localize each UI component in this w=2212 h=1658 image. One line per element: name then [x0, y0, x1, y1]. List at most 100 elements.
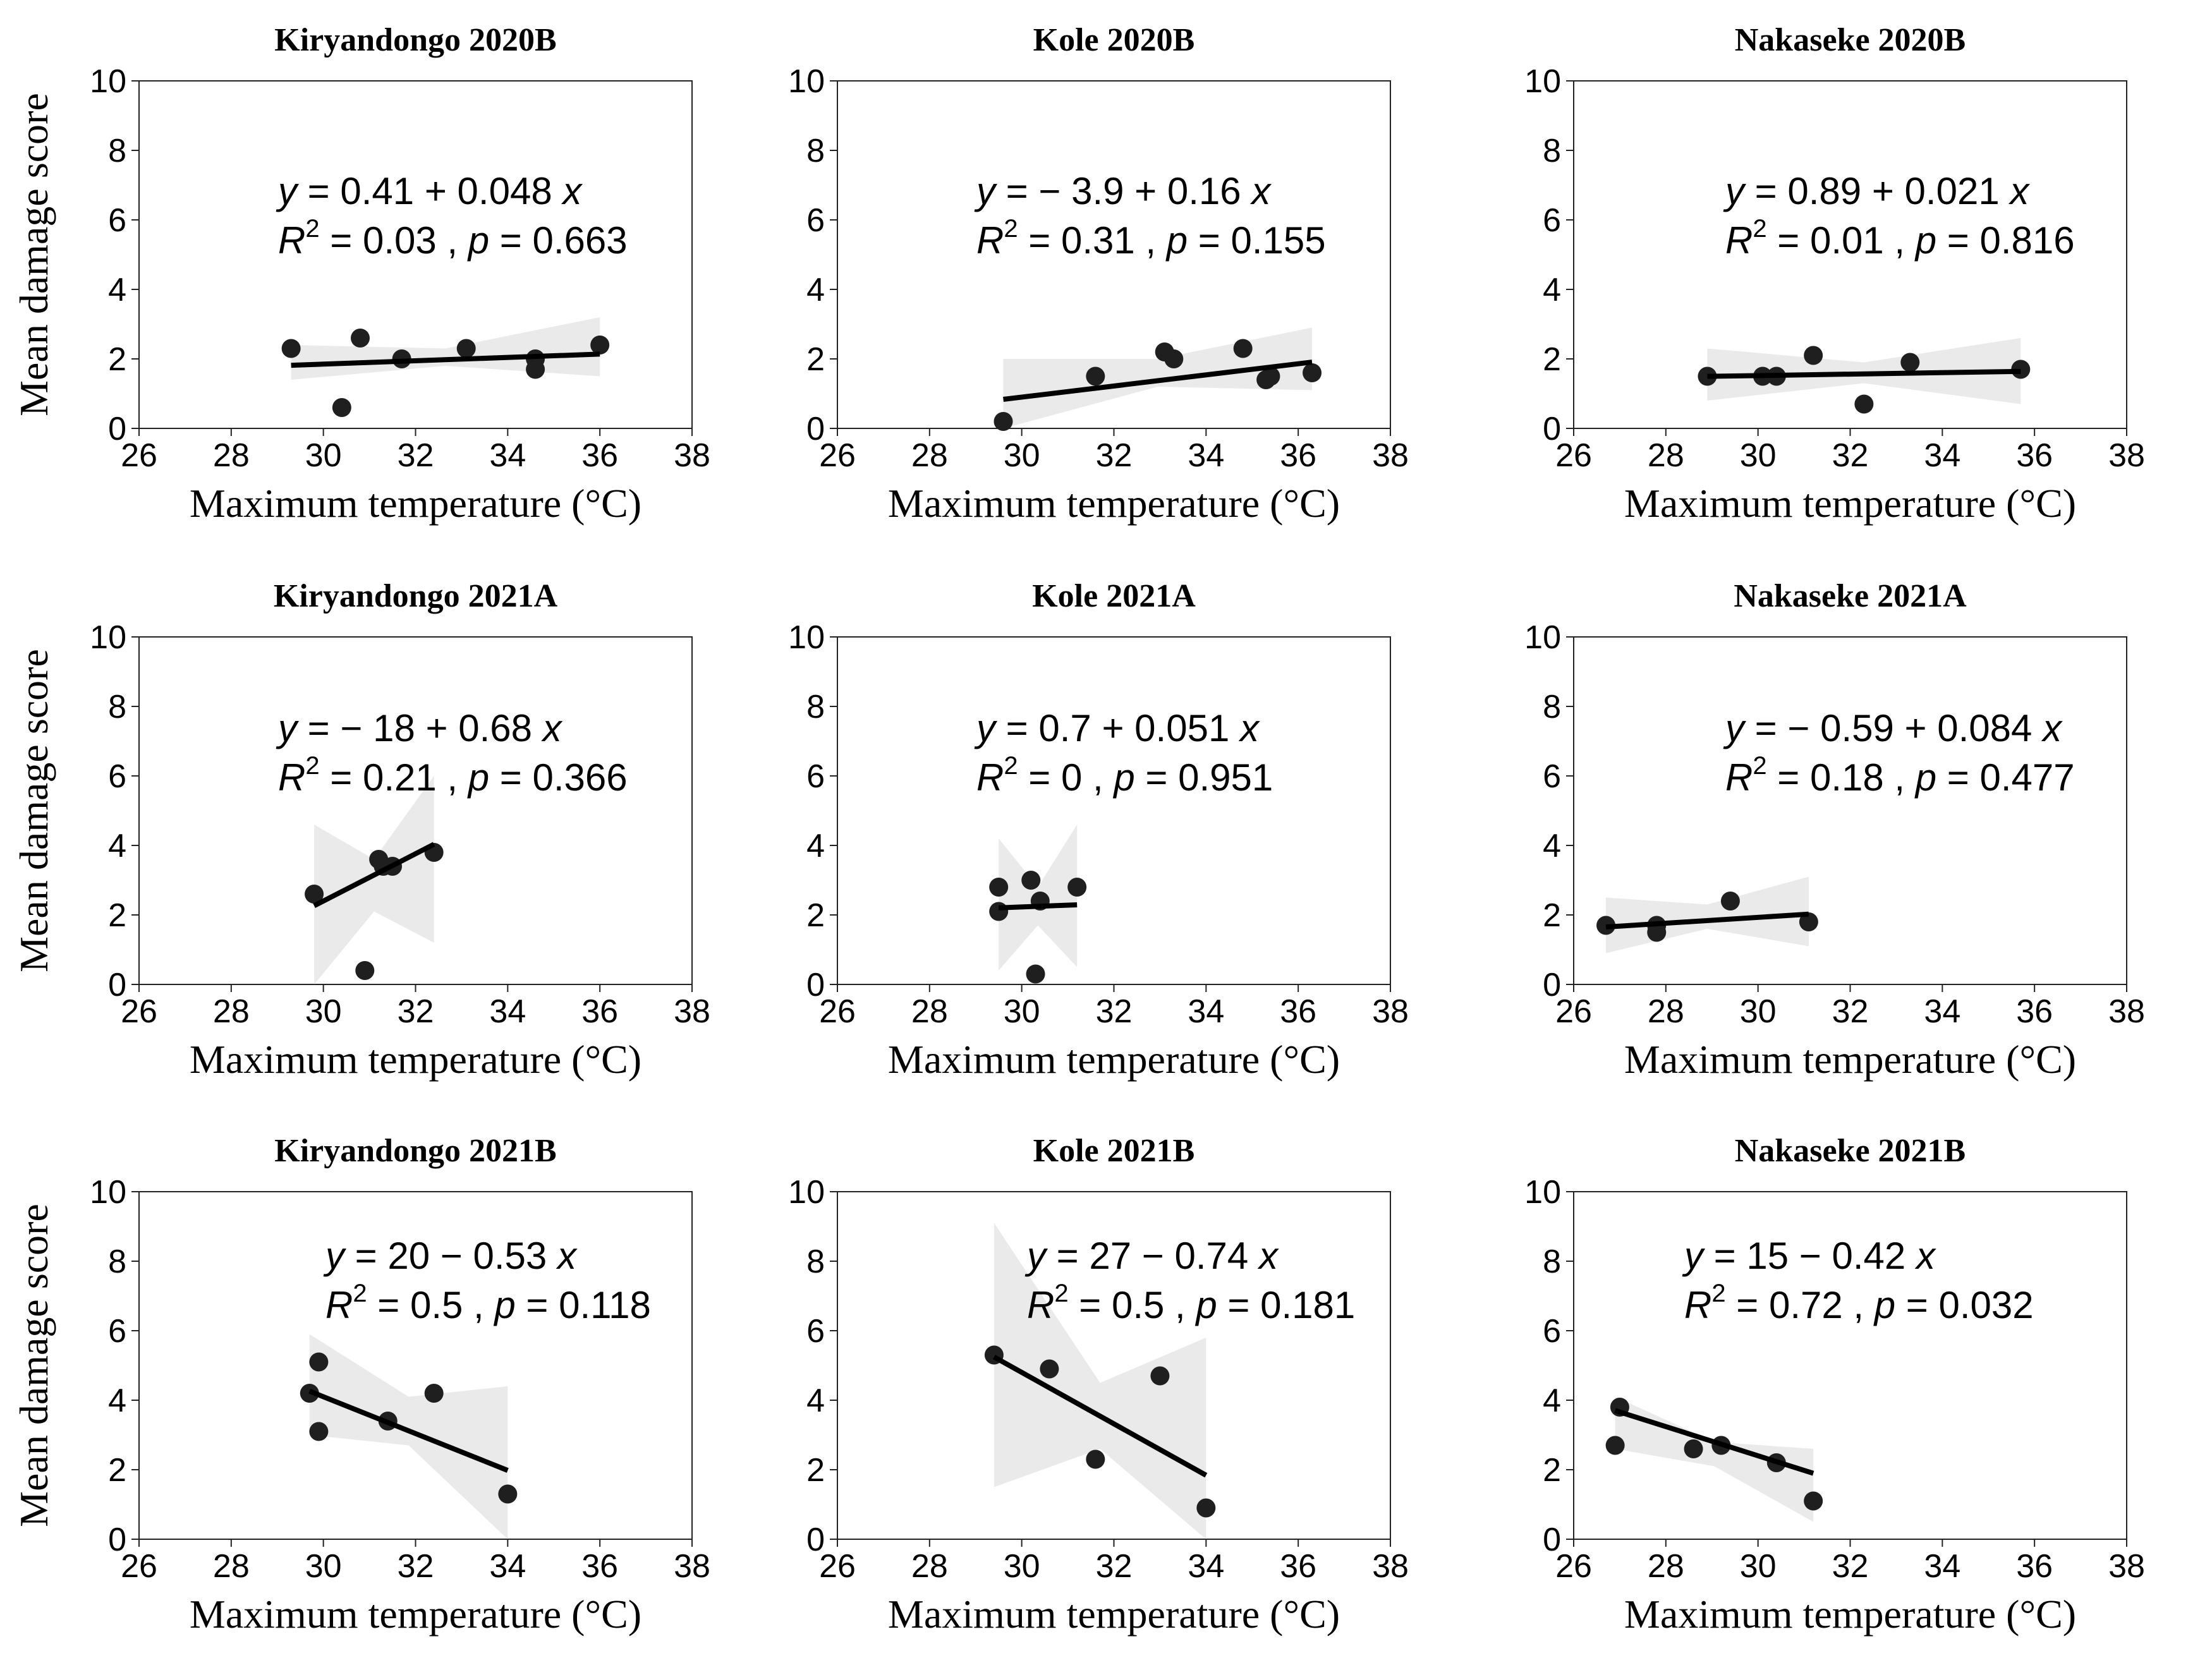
equation-part: = 0.89 + 0.021 — [1744, 170, 2010, 212]
stat-part: = 0.181 — [1217, 1284, 1356, 1326]
y-tick-label: 2 — [806, 897, 825, 934]
x-tick-label: 32 — [1096, 1548, 1133, 1585]
data-point — [1196, 1498, 1216, 1518]
data-point — [351, 329, 370, 348]
data-point — [994, 412, 1013, 431]
panel-title: Nakaseke 2020B — [1735, 22, 1966, 58]
x-tick-label: 28 — [911, 1548, 948, 1585]
regression-line — [313, 842, 435, 909]
x-tick-label: 36 — [2016, 1548, 2053, 1585]
regression-line — [1003, 360, 1313, 402]
panel-title: Kole 2021A — [1032, 578, 1196, 614]
x-tick-label: 30 — [305, 1548, 342, 1585]
regression-line — [308, 1389, 509, 1473]
x-tick-label: 32 — [1832, 993, 1869, 1030]
x-tick-label: 32 — [1832, 437, 1869, 474]
y-tick-label: 6 — [1543, 1313, 1561, 1350]
y-tick-label: 6 — [108, 202, 126, 239]
x-tick-label: 32 — [1096, 993, 1133, 1030]
y-tick-label: 8 — [806, 133, 825, 169]
data-point — [1804, 346, 1823, 365]
stat-part: = 0.72 , — [1726, 1284, 1875, 1326]
equation-part: x — [2008, 170, 2030, 212]
data-point — [424, 1384, 444, 1403]
x-tick-label: 28 — [213, 1548, 250, 1585]
regression-line — [1614, 1408, 1814, 1476]
stat-part: p — [1873, 1284, 1895, 1326]
y-tick-label: 2 — [108, 897, 126, 934]
x-tick-label: 34 — [489, 437, 526, 474]
x-tick-label: 26 — [1555, 993, 1592, 1030]
panel-4: Kiryandongo 2021A 0 2 4 6 8 10 26 28 30 32 34 36 38 Ma… — [11, 578, 710, 1082]
data-point — [498, 1484, 518, 1504]
x-tick-label: 26 — [1555, 1548, 1592, 1585]
x-tick-label: 36 — [581, 1548, 618, 1585]
y-tick-label: 10 — [788, 1174, 825, 1211]
stat-part: = 0 , — [1018, 756, 1114, 799]
x-tick-label: 36 — [2016, 437, 2053, 474]
data-point — [355, 961, 375, 980]
stat-part: = 0.5 , — [367, 1284, 495, 1326]
x-axis-label: Maximum temperature (°C) — [190, 1037, 641, 1082]
stat-part: = 0.31 , — [1018, 219, 1167, 262]
panel-1: Kiryandongo 2020B 0 2 4 6 8 10 26 28 30 32 34 36 38 Ma… — [11, 22, 710, 526]
y-tick-label: 6 — [1543, 758, 1561, 795]
equation-part: y — [1723, 170, 1747, 212]
regression-equation: y = − 3.9 + 0.16 x — [974, 170, 1272, 212]
stat-part: 2 — [1753, 752, 1766, 780]
x-tick-label: 36 — [581, 993, 618, 1030]
y-tick-label: 8 — [108, 689, 126, 725]
y-tick-label: 2 — [806, 341, 825, 378]
panel-9: Nakaseke 2021B 0 2 4 6 8 10 26 28 30 32 34 36 38 Maxim… — [1524, 1133, 2145, 1637]
x-tick-label: 34 — [1924, 437, 1960, 474]
regression-equation: y = 0.89 + 0.021 x — [1723, 170, 2030, 212]
equation-part: y — [974, 707, 998, 749]
stat-part: p — [1165, 219, 1188, 262]
y-tick-label: 4 — [1543, 1383, 1561, 1419]
data-point — [1086, 1449, 1105, 1469]
y-tick-label: 6 — [108, 758, 126, 795]
y-tick-label: 0 — [806, 411, 825, 447]
x-axis-label: Maximum temperature (°C) — [888, 1592, 1340, 1637]
y-tick-label: 0 — [806, 967, 825, 1003]
equation-part: y — [974, 170, 998, 212]
r2-p-values: R2 = 0.5 , p = 0.118 — [325, 1280, 651, 1326]
stat-part: = 0.5 , — [1069, 1284, 1196, 1326]
regression-equation: y = 27 − 0.74 x — [1024, 1235, 1279, 1277]
x-tick-label: 34 — [1188, 437, 1224, 474]
confidence-band — [994, 1223, 1206, 1539]
stat-part: p — [493, 1284, 515, 1326]
regression-line — [999, 902, 1078, 911]
r2-p-values: R2 = 0.18 , p = 0.477 — [1725, 752, 2075, 799]
panel-7: Kiryandongo 2021B 0 2 4 6 8 10 26 28 30 32 34 36 38 Ma… — [11, 1133, 710, 1637]
regression-equation: y = 20 − 0.53 x — [323, 1235, 578, 1277]
panel-8: Kole 2021B 0 2 4 6 8 10 26 28 30 32 34 36 38 Maximum t… — [788, 1133, 1409, 1637]
stat-part: = 0.01 , — [1767, 219, 1916, 262]
data-point — [1605, 1436, 1625, 1455]
data-point — [2011, 360, 2031, 379]
equation-part: y — [276, 170, 300, 212]
x-tick-label: 26 — [121, 437, 157, 474]
x-tick-label: 34 — [1924, 1548, 1960, 1585]
confidence-band — [291, 317, 600, 380]
data-point — [1067, 878, 1087, 897]
stat-part: R — [1027, 1284, 1054, 1326]
regression-equation: y = 0.41 + 0.048 x — [276, 170, 583, 212]
panel-title: Kiryandongo 2020B — [274, 22, 556, 58]
x-axis-label: Maximum temperature (°C) — [888, 481, 1340, 526]
equation-part: = − 18 + 0.68 — [297, 707, 543, 749]
panel-title: Kiryandongo 2021A — [274, 578, 558, 614]
y-tick-label: 10 — [788, 619, 825, 656]
equation-part: y — [276, 707, 300, 749]
r2-p-values: R2 = 0.03 , p = 0.663 — [278, 215, 628, 262]
panel-3: Nakaseke 2020B 0 2 4 6 8 10 26 28 30 32 34 36 38 Maxim… — [1524, 22, 2145, 526]
equation-part: y — [323, 1235, 347, 1277]
x-tick-label: 28 — [1648, 993, 1684, 1030]
y-tick-label: 6 — [806, 758, 825, 795]
x-tick-label: 32 — [398, 437, 434, 474]
confidence-band — [314, 776, 434, 984]
stat-part: 2 — [305, 752, 319, 780]
y-tick-label: 2 — [108, 1452, 126, 1489]
x-tick-label: 30 — [1740, 437, 1777, 474]
data-point — [1720, 892, 1740, 911]
